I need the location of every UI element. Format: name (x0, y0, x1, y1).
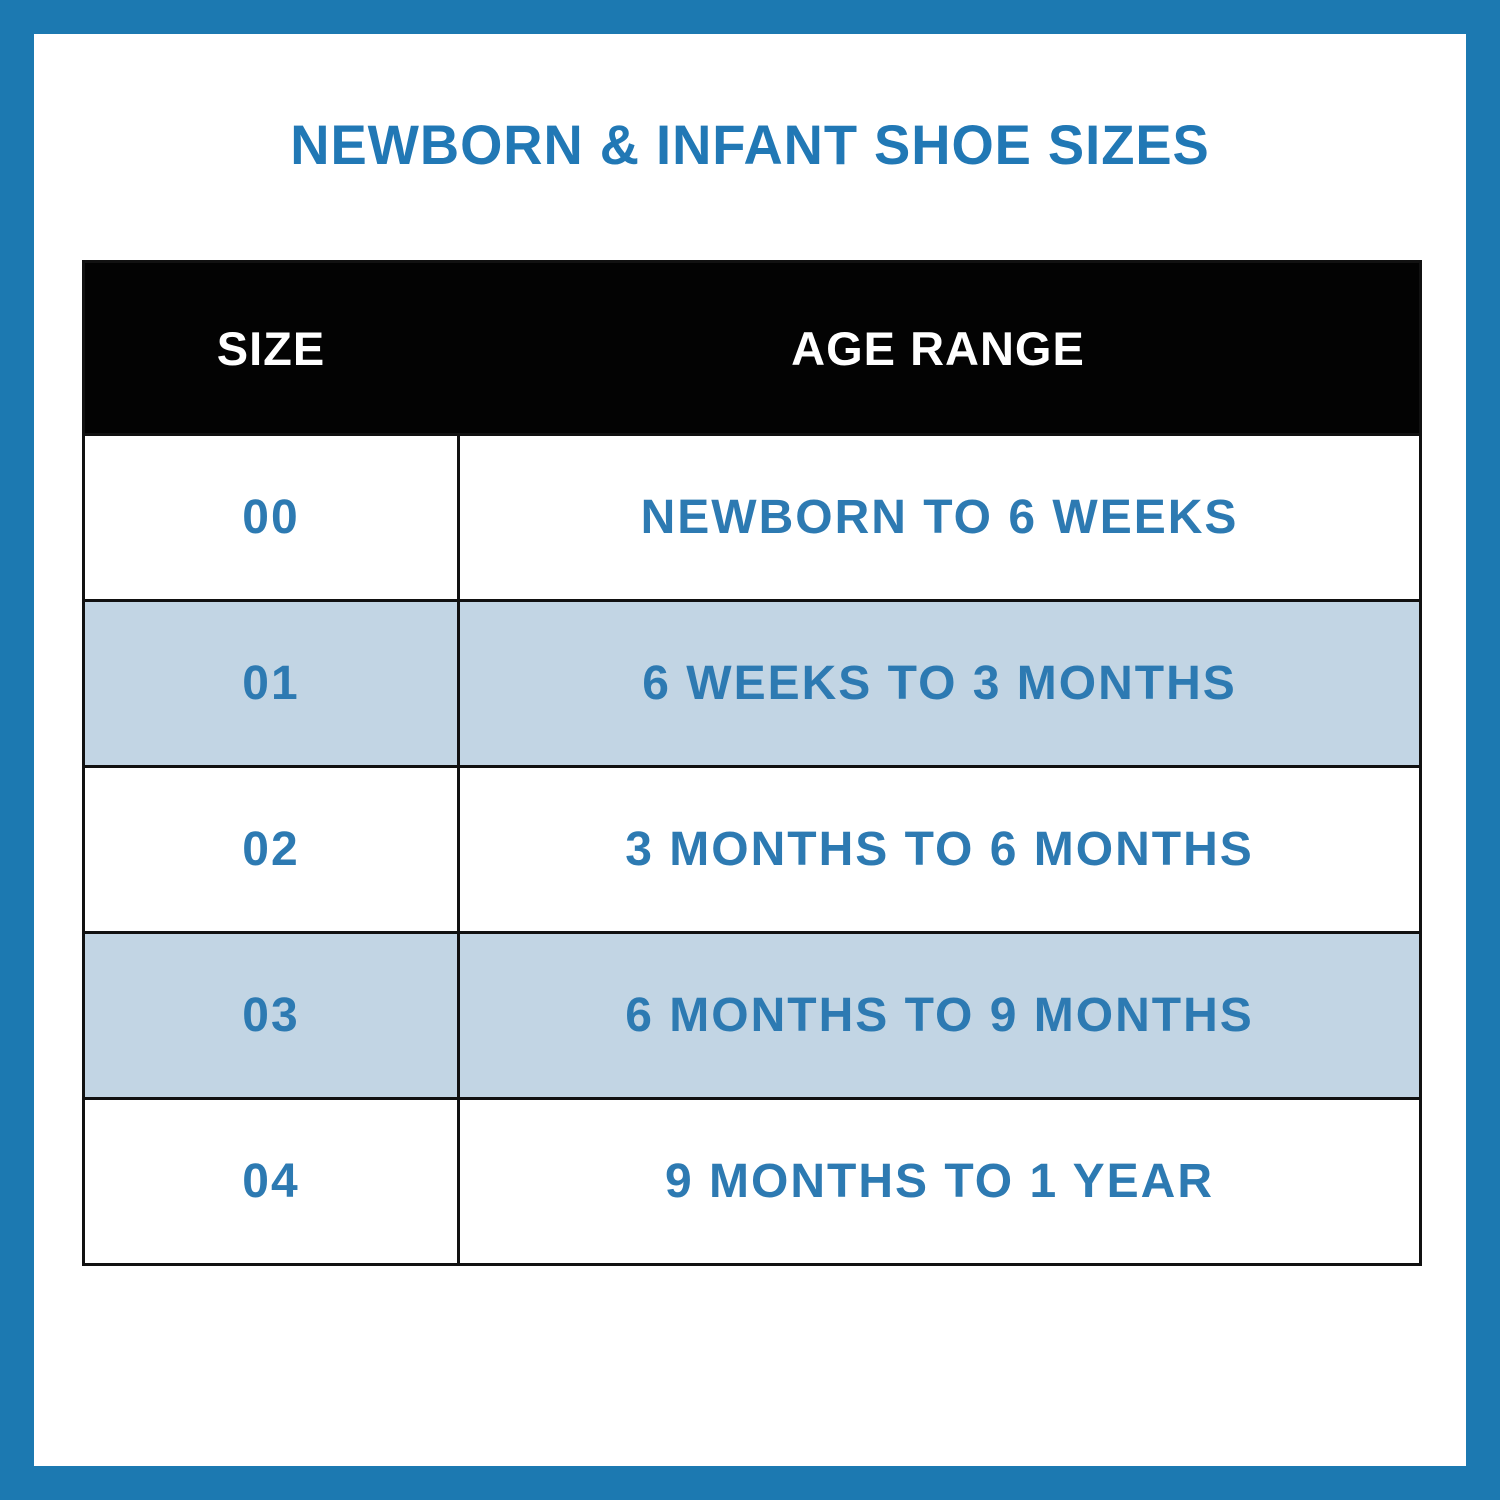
age-range-cell: 6 MONTHS TO 9 MONTHS (457, 934, 1419, 1097)
content-area: NEWBORN & INFANT SHOE SIZES SIZE AGE RAN… (34, 34, 1466, 1466)
age-range-cell: 3 MONTHS TO 6 MONTHS (457, 768, 1419, 931)
size-chart-table: SIZE AGE RANGE 00 NEWBORN TO 6 WEEKS 01 … (82, 260, 1422, 1266)
size-cell: 01 (242, 657, 300, 710)
column-header-size: SIZE (216, 321, 326, 375)
table-row: 02 3 MONTHS TO 6 MONTHS (85, 765, 1419, 931)
age-range-cell: 9 MONTHS TO 1 YEAR (457, 1100, 1419, 1263)
table-row: 01 6 WEEKS TO 3 MONTHS (85, 599, 1419, 765)
size-cell: 03 (242, 989, 300, 1042)
size-cell: 02 (242, 823, 300, 876)
page-title: NEWBORN & INFANT SHOE SIZES (290, 113, 1210, 176)
age-range-cell: NEWBORN TO 6 WEEKS (457, 436, 1419, 599)
table-body: 00 NEWBORN TO 6 WEEKS 01 6 WEEKS TO 3 MO… (85, 433, 1419, 1263)
table-row: 03 6 MONTHS TO 9 MONTHS (85, 931, 1419, 1097)
table-row: 00 NEWBORN TO 6 WEEKS (85, 433, 1419, 599)
column-header-age-range: AGE RANGE (791, 321, 1085, 375)
age-range-cell: 6 WEEKS TO 3 MONTHS (457, 602, 1419, 765)
table-row: 04 9 MONTHS TO 1 YEAR (85, 1097, 1419, 1263)
table-header-row: SIZE AGE RANGE (85, 263, 1419, 433)
size-cell: 00 (242, 491, 300, 544)
size-cell: 04 (242, 1155, 300, 1208)
